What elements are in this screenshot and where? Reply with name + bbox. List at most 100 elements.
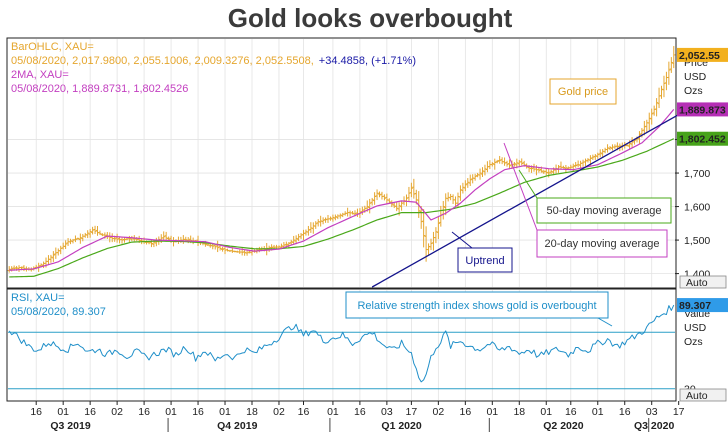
- rsi-unit-label-3: Ozs: [684, 336, 703, 348]
- price-bar-147: [368, 198, 372, 214]
- price-bar-265: [657, 87, 661, 109]
- price-bar-85: [216, 240, 220, 253]
- xtick-label-77: 16: [192, 406, 204, 418]
- price-bar-32: [86, 230, 90, 239]
- price-bar-226: [561, 165, 566, 169]
- chart-title: Gold looks overbought: [228, 3, 513, 33]
- price-bar-264: [655, 98, 659, 117]
- ohlc-values: 05/08/2020, 2,017.9800, 2,055.1006, 2,00…: [11, 55, 314, 67]
- price-bar-243: [603, 147, 607, 154]
- price-bar-262: [650, 108, 654, 125]
- price-bar-18: [51, 251, 55, 262]
- price-bar-123: [309, 222, 313, 233]
- price-bar-36: [95, 225, 100, 236]
- gold-price-annotation: Gold price: [549, 78, 617, 105]
- price-bar-173: [431, 231, 436, 251]
- price-bar-20: [56, 248, 60, 256]
- price-bar-231: [574, 161, 578, 168]
- xtick-label-229: 16: [565, 406, 577, 418]
- price-bar-127: [319, 215, 323, 227]
- price-auto-label: Auto: [686, 277, 708, 289]
- price-bar-142: [355, 208, 360, 217]
- price-bar-163: [407, 186, 411, 202]
- price-bar-234: [581, 159, 585, 167]
- badge-rsi-text: 89.307: [679, 300, 711, 312]
- price-bar-239: [593, 154, 597, 160]
- price-bar-257: [637, 131, 642, 145]
- xtick-label-143: 16: [354, 406, 366, 418]
- rsi-annotation: Relative strength index shows gold is ov…: [345, 291, 613, 327]
- price-bar-221: [549, 169, 553, 174]
- price-bar-33: [88, 228, 92, 238]
- price-bar-268: [664, 71, 669, 91]
- price-auto-scale-button[interactable]: Auto: [679, 275, 727, 289]
- ma-series-label: 2MA, XAU=: [11, 69, 69, 81]
- price-ytick-label-1700: 1,700: [684, 168, 710, 180]
- quarter-label-Q4-2019: Q4 2019: [217, 420, 257, 432]
- price-bar-152: [380, 191, 384, 200]
- price-bar-119: [299, 233, 303, 239]
- price-bar-29: [78, 233, 82, 244]
- badge-ma50_badge-text: 1,802.452: [679, 134, 726, 146]
- axis-layer: 1,4001,5001,6001,7001,800301601160216011…: [30, 135, 710, 432]
- price-bar-150: [375, 189, 379, 201]
- price-bar-267: [662, 75, 666, 98]
- rsi-level-layer: [8, 331, 675, 390]
- price-bar-117: [294, 235, 298, 245]
- ma20-label: 20-day moving average: [545, 238, 660, 250]
- price-bar-219: [544, 168, 548, 176]
- price-bar-188: [468, 174, 472, 186]
- price-bar-204: [507, 159, 512, 170]
- price-bar-269: [667, 61, 671, 85]
- xtick-label-273: 17: [673, 406, 685, 418]
- xtick-label-262: 03: [646, 406, 658, 418]
- price-bar-64: [164, 231, 168, 241]
- price-bar-131: [328, 216, 333, 221]
- xtick-label-175: 02: [433, 406, 445, 418]
- price-bar-186: [463, 180, 467, 192]
- price-ohlc-readout: 05/08/2020, 2,017.9800, 2,055.1006, 2,00…: [11, 55, 416, 67]
- xtick-label-186: 16: [459, 406, 471, 418]
- xtick-label-240: 01: [592, 406, 604, 418]
- price-bar-214: [532, 163, 536, 172]
- badge-rsi-bg: [677, 298, 728, 313]
- price-bar-149: [373, 192, 377, 205]
- rsi-readout: 05/08/2020, 89.307: [11, 306, 106, 318]
- price-bar-0: [7, 266, 11, 273]
- price-bar-37: [98, 230, 102, 235]
- xtick-label-120: 16: [298, 406, 310, 418]
- price-bar-98: [247, 250, 252, 254]
- badge-ma50_badge: 1,802.452: [677, 131, 728, 146]
- rsi-series-label: RSI, XAU=: [11, 292, 65, 304]
- price-bar-126: [316, 219, 320, 227]
- xtick-label-132: 01: [327, 406, 339, 418]
- rsi-auto-scale-button[interactable]: Auto: [679, 388, 727, 402]
- xtick-label-33: 16: [84, 406, 96, 418]
- xtick-label-44: 02: [111, 406, 123, 418]
- price-bar-194: [483, 164, 487, 176]
- price-bar-35: [93, 225, 97, 234]
- badge-price_badge-text: 2,052.55: [679, 50, 720, 62]
- price-bar-47: [122, 237, 127, 243]
- xtick-label-66: 01: [165, 406, 177, 418]
- badge-ma20_badge-text: 1,889.873: [679, 104, 726, 116]
- price-bar-247: [613, 144, 617, 149]
- price-bar-244: [605, 144, 610, 153]
- rsi-note-label: Relative strength index shows gold is ov…: [357, 300, 596, 312]
- price-bar-199: [495, 159, 499, 164]
- price-bar-185: [461, 182, 465, 194]
- price-bar-97: [245, 250, 249, 256]
- xtick-label-11: 16: [30, 406, 42, 418]
- xtick-label-197: 01: [486, 406, 498, 418]
- badge-rsi: 89.307: [677, 298, 728, 313]
- badge-ma20_badge-bg: [677, 102, 728, 117]
- price-bar-86: [218, 245, 222, 251]
- price-bar-216: [537, 167, 541, 173]
- price-bar-174: [434, 227, 438, 244]
- price-bar-153: [382, 194, 387, 201]
- price-bar-114: [287, 242, 291, 248]
- price-bar-151: [377, 191, 382, 198]
- price-bar-261: [647, 112, 651, 131]
- price-ytick-label-1600: 1,600: [684, 202, 710, 214]
